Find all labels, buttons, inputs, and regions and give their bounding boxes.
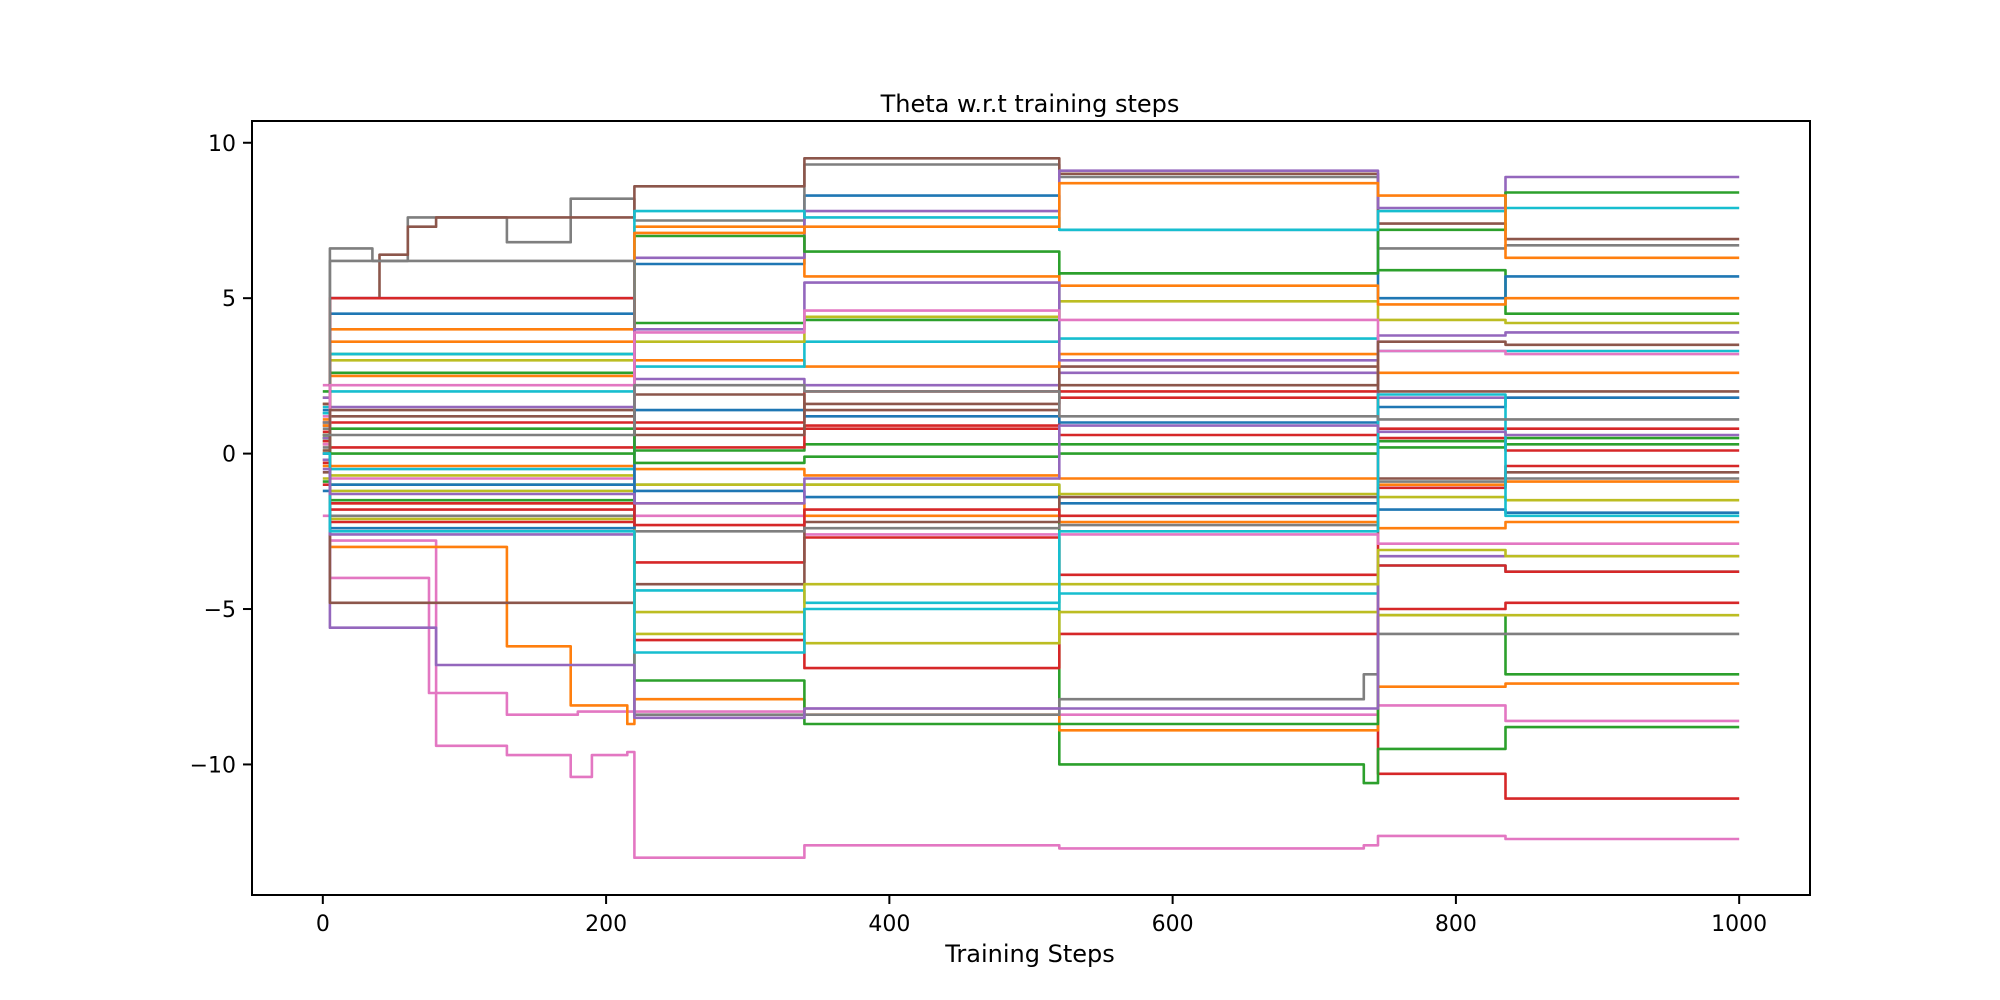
theta-series-line-10	[322, 411, 1740, 605]
x-tick-label: 200	[585, 912, 627, 937]
theta-series-line-39	[322, 477, 1740, 636]
theta-series-line-45	[322, 383, 1740, 437]
x-tick-label: 1000	[1711, 912, 1767, 937]
y-tick-label: 5	[222, 287, 236, 312]
theta-series-line-46	[322, 424, 1740, 505]
theta-series-line-38	[322, 309, 1740, 446]
x-axis-label: Training Steps	[944, 940, 1114, 968]
theta-series-line-44	[322, 393, 1740, 654]
x-tick-label: 800	[1435, 912, 1477, 937]
theta-series-line-21	[322, 365, 1740, 427]
theta-series-line-37	[322, 281, 1740, 536]
chart-title: Theta w.r.t training steps	[880, 90, 1180, 118]
theta-series-line-18	[322, 436, 1740, 455]
axes-frame	[251, 120, 1811, 896]
theta-series-line-12	[322, 436, 1740, 720]
theta-series-line-27	[322, 225, 1740, 421]
x-tick-label: 400	[868, 912, 910, 937]
theta-series-line-43	[322, 461, 1740, 527]
theta-series-line-35	[322, 470, 1740, 605]
theta-series-line-31	[322, 191, 1740, 437]
x-tick-label: 0	[316, 912, 330, 937]
y-tick-label: −10	[190, 753, 236, 778]
y-axis: 10 5 0 −5 −10	[190, 132, 252, 778]
plot-area	[322, 157, 1740, 860]
y-tick-label: 10	[208, 132, 236, 157]
theta-series-line-30	[322, 169, 1740, 400]
theta-series-line-8	[322, 458, 1740, 670]
theta-series-line-36	[322, 259, 1740, 533]
x-axis: 0 200 400 600 800 1000	[316, 895, 1767, 937]
theta-series-line-16	[322, 449, 1740, 502]
theta-series-line-1	[322, 383, 1740, 860]
y-tick-label: 0	[222, 443, 236, 468]
x-tick-label: 600	[1152, 912, 1194, 937]
theta-series-line-33	[322, 181, 1740, 427]
theta-series-line-41	[322, 427, 1740, 483]
theta-series-line-28	[322, 163, 1740, 424]
theta-series-line-4	[322, 514, 1740, 723]
y-tick-label: −5	[204, 598, 236, 623]
theta-series-line-24	[322, 299, 1740, 400]
